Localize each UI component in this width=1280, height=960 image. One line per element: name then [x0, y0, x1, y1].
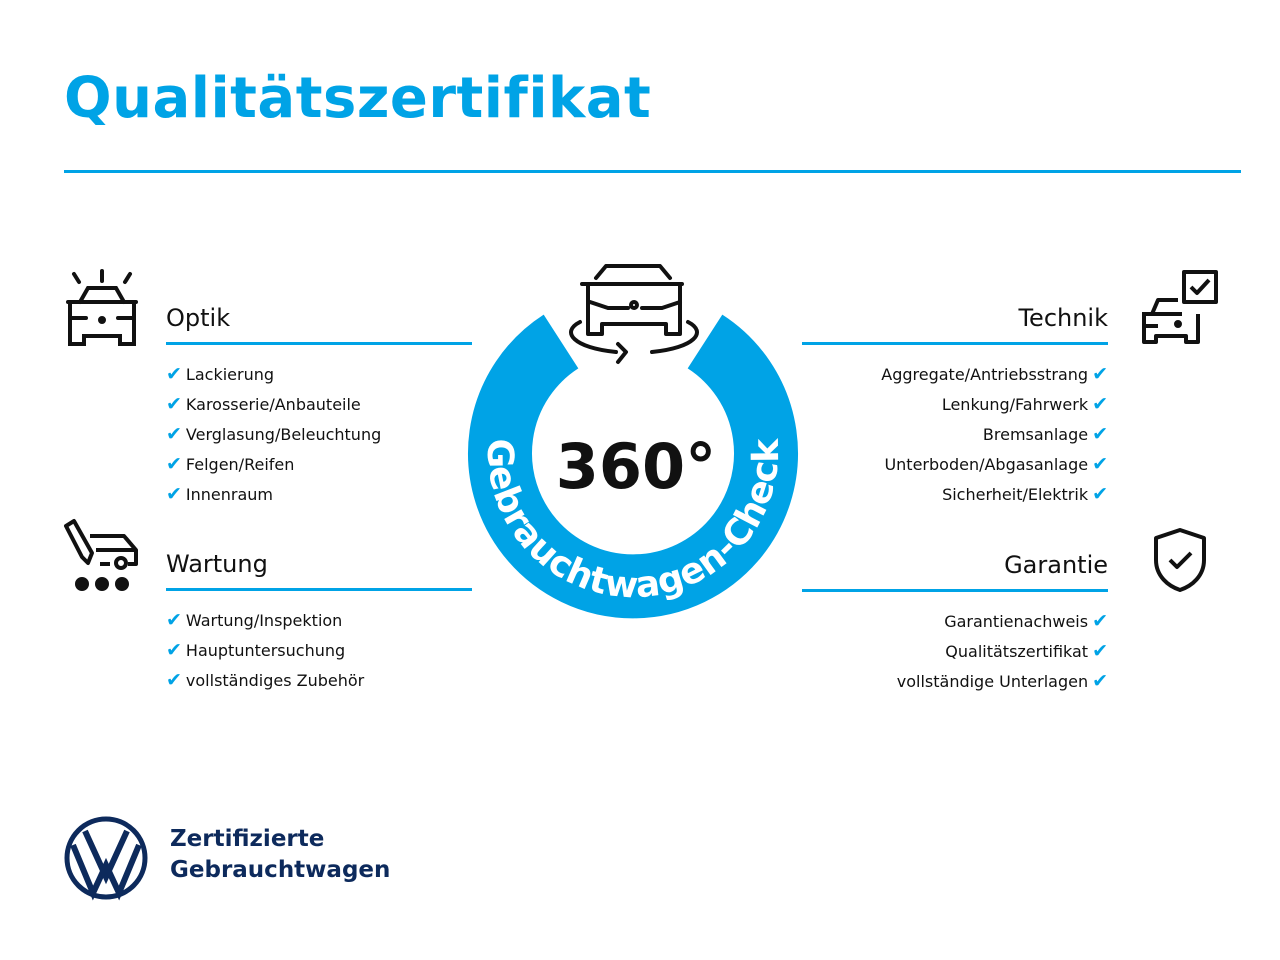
check-icon: ✔ [166, 669, 182, 691]
footer-line1: Zertifizierte [170, 826, 325, 852]
section-title: Wartung [166, 550, 472, 591]
list-item: ✔ Verglasung/Beleuchtung [166, 423, 382, 445]
check-icon: ✔ [166, 453, 182, 475]
shield-check-icon [1154, 528, 1206, 592]
list-item: ✔ Hauptuntersuchung [166, 639, 346, 661]
check-icon: ✔ [1092, 640, 1108, 662]
check-icon: ✔ [1092, 363, 1108, 385]
check-icon: ✔ [166, 639, 182, 661]
check-icon: ✔ [166, 393, 182, 415]
list-item: Qualitätszertifikat ✔ [945, 640, 1108, 662]
footer-brand-text: Zertifizierte Gebrauchtwagen [170, 824, 390, 886]
list-item: Bremsanlage ✔ [982, 423, 1108, 445]
check-icon: ✔ [1092, 483, 1108, 505]
list-item: Aggregate/Antriebsstrang ✔ [881, 363, 1108, 385]
check-icon: ✔ [1092, 393, 1108, 415]
section-title: Technik [802, 304, 1108, 345]
badge-value: 360° [556, 430, 716, 503]
list-item: ✔ Karosserie/Anbauteile [166, 393, 361, 415]
section-garantie: Garantie Garantienachweis ✔ Qualitätszert… [802, 551, 1108, 696]
car-service-icon [64, 519, 138, 591]
list-item: ✔ Felgen/Reifen [166, 453, 295, 475]
list-item: Sicherheit/Elektrik ✔ [942, 483, 1108, 505]
list-item: ✔ Wartung/Inspektion [166, 609, 343, 631]
section-wartung: Wartung ✔ Wartung/Inspektion ✔ Hauptunters… [166, 550, 472, 695]
check-icon: ✔ [1092, 453, 1108, 475]
footer-line2: Gebrauchtwagen [170, 857, 391, 883]
section-title: Garantie [802, 551, 1108, 592]
section-optik: Optik ✔ Lackierung ✔ Karosserie/Anbauteile… [166, 304, 472, 509]
check-icon: ✔ [166, 609, 182, 631]
list-item: Unterboden/Abgasanlage ✔ [884, 453, 1108, 475]
title-divider [64, 170, 1241, 173]
check-icon: ✔ [1092, 670, 1108, 692]
check-icon: ✔ [1092, 610, 1108, 632]
page-title: Qualitätszertifikat [64, 66, 652, 131]
list-item: Lenkung/Fahrwerk ✔ [941, 393, 1108, 415]
list-item: ✔ Lackierung [166, 363, 275, 385]
car-checklist-icon [1142, 270, 1218, 344]
car-rotate-icon [569, 264, 699, 364]
check-icon: ✔ [1092, 423, 1108, 445]
list-item: vollständige Unterlagen ✔ [896, 670, 1108, 692]
list-item: ✔ Innenraum [166, 483, 274, 505]
vw-logo [64, 816, 148, 901]
section-technik: Technik Aggregate/Antriebsstrang ✔ Lenkun… [802, 304, 1108, 509]
list-item: ✔ vollständiges Zubehör [166, 669, 365, 691]
list-item: Garantienachweis ✔ [944, 610, 1108, 632]
car-shine-icon [66, 269, 138, 346]
check-icon: ✔ [166, 423, 182, 445]
section-title: Optik [166, 304, 472, 345]
check-icon: ✔ [166, 363, 182, 385]
check-icon: ✔ [166, 483, 182, 505]
badge-ring [468, 314, 798, 619]
